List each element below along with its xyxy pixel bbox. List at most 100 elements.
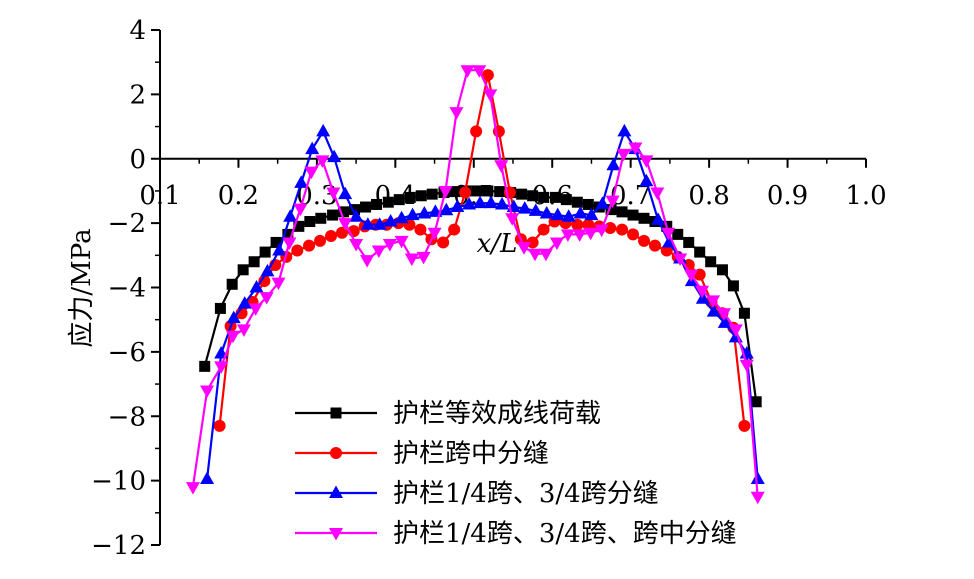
data-point [560,194,572,206]
data-point [304,166,319,180]
data-point [327,149,342,163]
data-point [327,209,339,221]
legend-item: 护栏1/4跨、3/4跨分缝 [295,479,659,509]
data-point [695,291,710,304]
data-point [226,278,238,290]
data-point [360,201,372,213]
data-point [282,237,297,250]
data-point [516,188,528,200]
data-point [404,253,419,267]
data-point [750,471,765,485]
data-point [372,217,387,230]
data-point [326,187,341,201]
data-point [582,218,595,231]
data-point [549,237,564,250]
data-point [639,155,654,168]
data-point [528,203,543,216]
data-point [360,217,375,230]
series-1 [199,185,762,408]
data-point [582,198,594,210]
x-tick-label: 0.8 [688,181,729,211]
legend-item: 护栏1/4跨、3/4跨、跨中分缝 [295,519,737,549]
data-point [200,471,215,485]
data-point [537,223,550,236]
data-point [716,264,728,276]
data-point [360,255,375,268]
data-point [249,280,264,293]
data-point [314,234,327,247]
data-point [371,245,386,258]
data-point [739,359,754,373]
data-point [571,196,583,208]
data-point [706,304,721,317]
data-point [471,185,483,197]
data-point [258,275,271,288]
data-point [572,229,587,242]
data-point [728,324,743,337]
y-axis-label: 应力/MPa [67,228,97,347]
data-point [473,195,488,209]
data-point [315,212,327,224]
data-point [738,307,750,319]
data-point [291,244,304,257]
data-point [481,69,494,82]
data-point [650,187,665,201]
data-point [549,191,561,203]
data-point [648,239,661,252]
data-point [717,308,732,321]
data-point [237,264,249,276]
x-tick-label: 0.1 [139,181,180,211]
data-point [472,65,487,78]
data-point [651,212,666,225]
data-point [606,157,621,171]
data-point [236,324,251,337]
series-layer [185,65,765,505]
data-point [560,229,575,242]
data-point [505,213,520,226]
data-point [672,228,684,240]
data-point [272,242,287,256]
data-point [259,246,271,258]
data-point [338,186,353,200]
data-point [738,419,751,432]
data-point [213,419,226,432]
data-point [294,175,309,188]
data-point [595,196,610,209]
data-point [538,191,550,203]
x-tick-label: 1.0 [845,181,886,211]
x-tick-label: 0.2 [218,181,259,211]
data-point [214,302,226,314]
legend-item: 护栏等效成线荷载 [295,399,601,429]
data-point [437,236,450,249]
data-point [304,216,316,228]
data-point [717,315,732,328]
data-point [248,303,263,316]
data-point [439,202,454,216]
data-point [695,285,710,299]
data-point [639,173,654,187]
data-point [571,218,584,231]
data-point [561,209,576,222]
data-point [338,206,350,218]
data-point [414,223,427,236]
data-point [404,191,416,203]
data-point [449,107,464,120]
data-point [660,244,673,257]
data-point [460,65,475,78]
data-point [527,248,542,262]
data-point [426,188,438,200]
data-point [494,186,506,198]
legend-marker [329,528,343,541]
data-point [270,236,282,248]
y-axis: 4 2 0 −2 −4 −6 −8 −10 −12 [91,16,161,561]
data-point [225,330,240,344]
data-point [494,160,509,173]
y-tick-label: −12 [91,531,146,561]
data-point [517,201,532,214]
data-point [449,186,461,198]
data-point [616,223,629,236]
data-point [683,236,695,248]
x-tick-label: 0.9 [767,181,808,211]
data-point [338,218,353,231]
data-point [293,203,308,217]
